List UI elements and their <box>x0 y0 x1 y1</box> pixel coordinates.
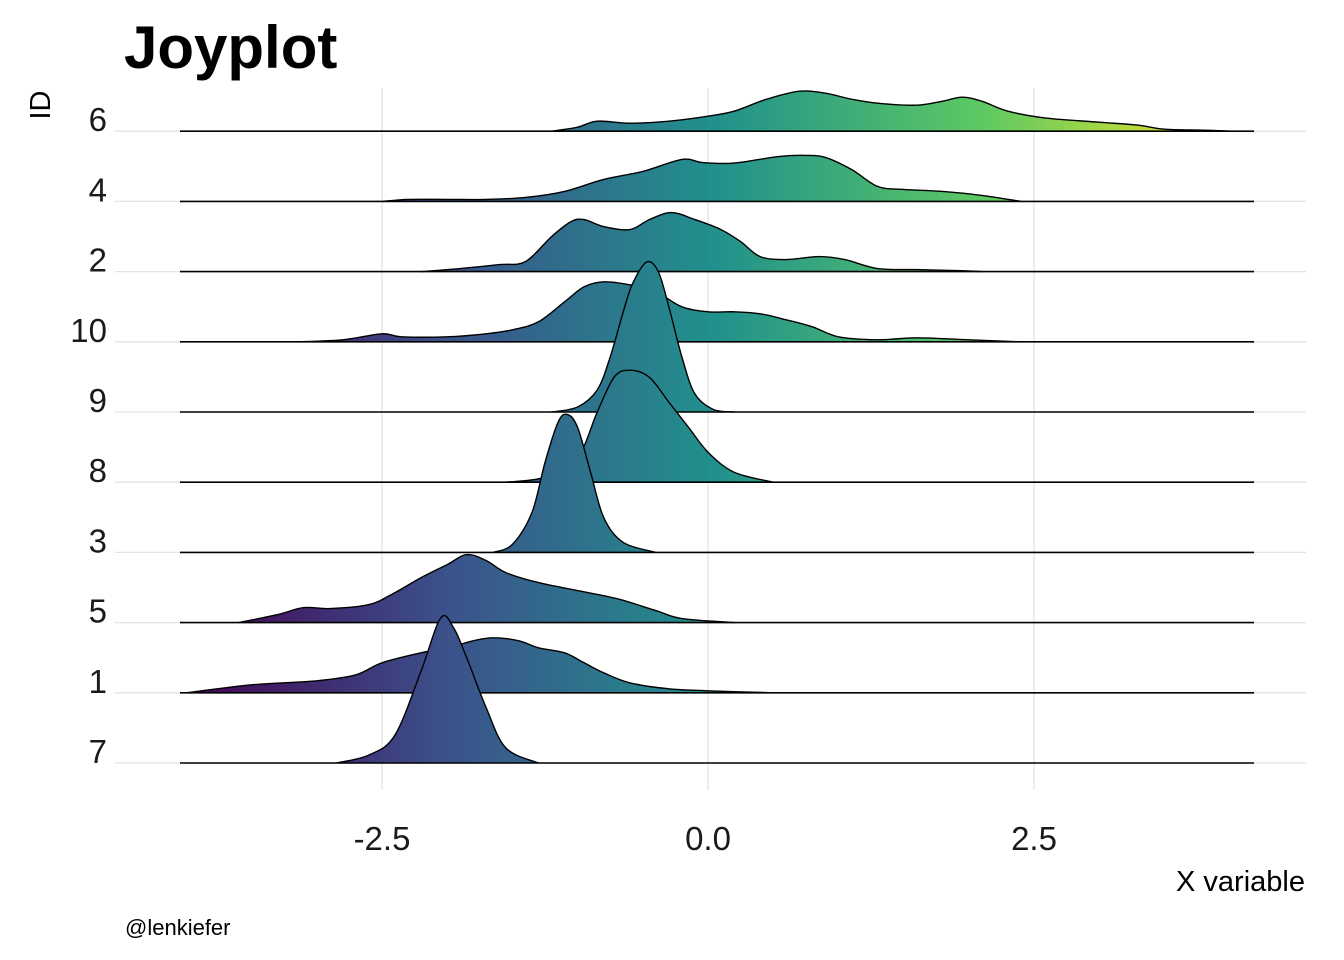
ridge-fill-9 <box>551 261 735 412</box>
ridge-fill-5 <box>238 554 735 623</box>
y-tick-label: 10 <box>70 312 107 349</box>
ridge-8 <box>180 369 1254 484</box>
y-tick-label: 3 <box>89 522 107 559</box>
ridge-fill-7 <box>336 615 539 763</box>
y-tick-label: 2 <box>89 242 107 279</box>
ridge-outline-4 <box>381 154 1022 203</box>
ridge-fill-2 <box>421 212 982 272</box>
ridge-fill-1 <box>186 637 774 693</box>
y-axis-label: ID <box>25 91 57 120</box>
ridge-outline-7 <box>336 614 539 764</box>
y-tick-label: 7 <box>89 733 107 770</box>
x-tick-label: 2.5 <box>1011 820 1057 857</box>
y-tick-label: 8 <box>89 452 107 489</box>
ridge-5 <box>180 553 1254 624</box>
ridge-fill-4 <box>382 155 1021 202</box>
ridge-3 <box>180 413 1254 554</box>
x-axis-label: X variable <box>1176 866 1305 898</box>
ridge-fill-6 <box>551 90 1230 132</box>
y-tick-label: 6 <box>89 101 107 138</box>
caption: @lenkiefer <box>125 915 231 940</box>
ridge-fill-3 <box>492 414 656 553</box>
ridge-2 <box>180 211 1254 273</box>
ridge-outline-2 <box>421 211 982 273</box>
y-tick-label: 5 <box>89 593 107 630</box>
x-tick-labels: -2.5 0.0 2.5 <box>354 820 1057 857</box>
x-tick-label: -2.5 <box>354 820 411 857</box>
x-tick-label: 0.0 <box>685 820 731 857</box>
ridge-7 <box>180 614 1254 764</box>
chart-title: Joyplot <box>124 14 337 81</box>
ridge-9 <box>180 260 1254 413</box>
ridges <box>180 90 1254 764</box>
y-tick-label: 1 <box>89 663 107 700</box>
ridge-outline-6 <box>551 90 1230 132</box>
ridge-1 <box>180 637 1254 694</box>
ridge-10 <box>180 281 1254 343</box>
ridge-outline-1 <box>186 637 774 694</box>
y-tick-label: 9 <box>89 382 107 419</box>
y-tick-labels: 7 1 5 3 8 9 10 2 4 6 <box>70 101 107 770</box>
ridge-outline-3 <box>492 413 657 554</box>
ridge-4 <box>180 154 1254 203</box>
ridge-outline-9 <box>551 260 735 413</box>
ridge-6 <box>180 90 1254 132</box>
ridge-outline-5 <box>238 553 735 624</box>
ridge-fill-8 <box>505 370 774 483</box>
y-tick-label: 4 <box>89 171 107 208</box>
